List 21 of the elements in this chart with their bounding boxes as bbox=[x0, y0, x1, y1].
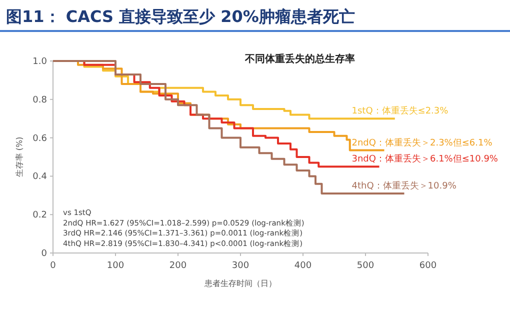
y-tick-label: 0.2 bbox=[32, 210, 47, 221]
x-tick-label: 300 bbox=[232, 261, 250, 271]
x-tick-label: 500 bbox=[356, 261, 374, 271]
y-axis-title: 生存率 (%) bbox=[15, 136, 24, 178]
x-tick-label: 600 bbox=[419, 261, 437, 271]
y-tick-label: 0.6 bbox=[32, 134, 48, 144]
x-tick-label: 400 bbox=[294, 261, 312, 271]
chart-title: 图11： CACS 直接导致至少 20%肿瘤患者死亡 bbox=[6, 7, 355, 26]
series-label: 4thQ：体重丢失＞10.9% bbox=[352, 180, 457, 192]
x-tick-label: 0 bbox=[50, 261, 56, 271]
series-label: 3ndQ：体重丢失＞6.1%但≤10.9% bbox=[352, 154, 498, 165]
chart-subtitle: 不同体重丢失的总生存率 bbox=[244, 53, 355, 65]
y-tick-label: 0.8 bbox=[32, 95, 48, 106]
x-tick-label: 200 bbox=[169, 261, 187, 271]
y-tick-label: 1.0 bbox=[32, 57, 48, 67]
y-tick-label: 0.4 bbox=[32, 172, 48, 182]
series-label: 2ndQ：体重丢失＞2.3%但≤6.1% bbox=[352, 137, 493, 148]
y-tick-label: 0 bbox=[41, 249, 48, 259]
x-tick-label: 100 bbox=[106, 261, 124, 271]
series-label: 1stQ：体重丢失≤2.3% bbox=[352, 106, 449, 117]
x-axis-title: 患者生存时间（日） bbox=[204, 279, 276, 288]
